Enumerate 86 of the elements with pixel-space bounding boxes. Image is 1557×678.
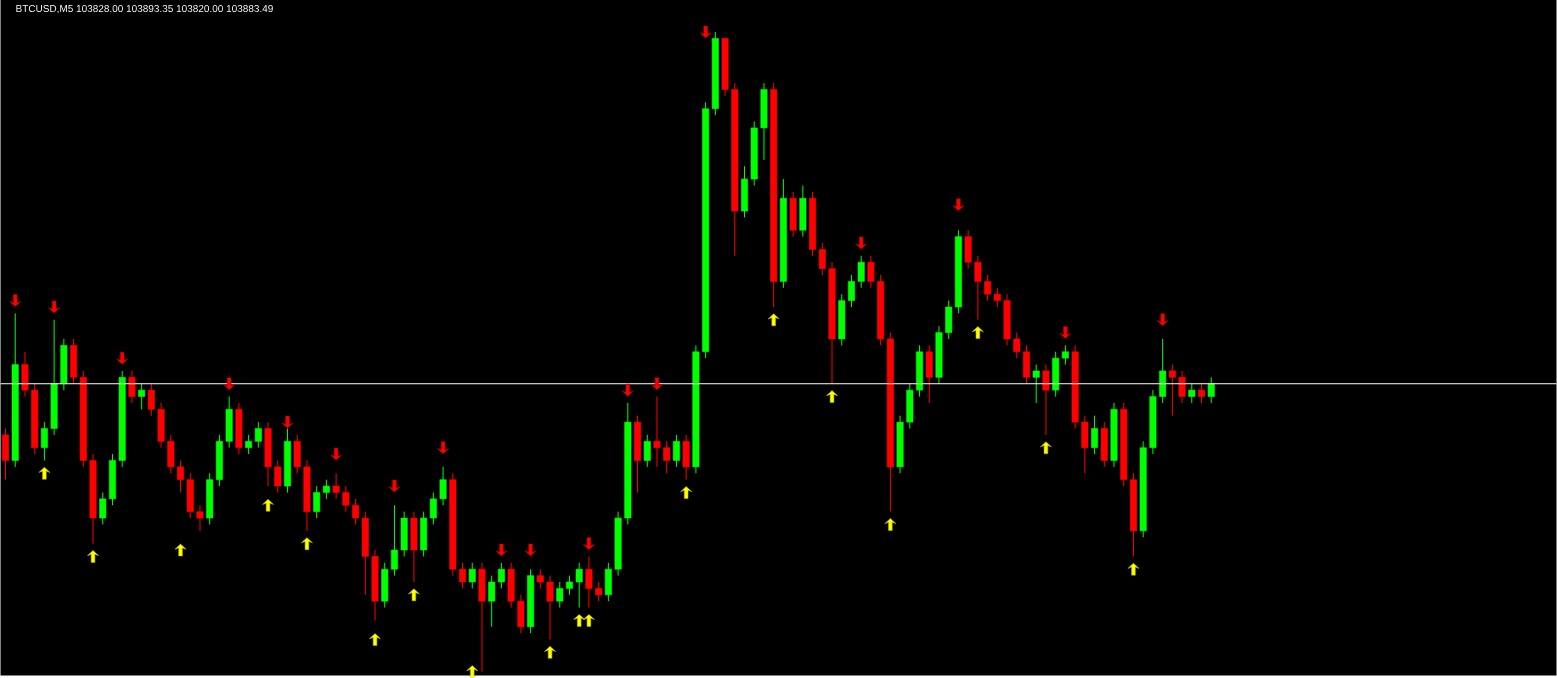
candlestick bbox=[1042, 364, 1050, 436]
candlestick bbox=[459, 562, 466, 590]
candlestick bbox=[488, 575, 496, 628]
point bbox=[437, 441, 449, 455]
candlestick bbox=[274, 460, 282, 494]
candlestick bbox=[974, 255, 982, 321]
candlestick bbox=[245, 434, 253, 455]
candlestick bbox=[40, 421, 48, 462]
candlestick bbox=[352, 498, 360, 526]
point bbox=[495, 543, 508, 557]
chart-title: BTCUSD,M5 103828.00 103893.35 103820.00 103883.49 bbox=[16, 5, 273, 14]
candlestick bbox=[556, 581, 564, 609]
point bbox=[38, 467, 51, 480]
point bbox=[116, 352, 129, 365]
candlestick bbox=[536, 568, 544, 590]
candlestick bbox=[1168, 364, 1176, 417]
candlestick bbox=[672, 434, 680, 468]
point bbox=[826, 390, 838, 404]
candlestick bbox=[147, 383, 155, 417]
point bbox=[699, 25, 712, 39]
candlestick bbox=[1032, 364, 1040, 404]
point bbox=[223, 377, 236, 391]
candlestick bbox=[196, 504, 204, 532]
point bbox=[524, 543, 537, 557]
point bbox=[388, 480, 401, 493]
point bbox=[680, 486, 693, 499]
point bbox=[1040, 441, 1052, 455]
candlestick bbox=[993, 287, 1001, 308]
point bbox=[651, 377, 663, 391]
candlestick bbox=[566, 575, 573, 596]
candlestick bbox=[322, 479, 330, 500]
candlestick bbox=[313, 485, 321, 519]
point bbox=[262, 499, 274, 512]
candlestick bbox=[254, 421, 262, 449]
candlestick bbox=[643, 434, 651, 468]
candlestick bbox=[1013, 332, 1021, 359]
point bbox=[621, 384, 634, 397]
candlestick bbox=[653, 396, 661, 468]
point bbox=[884, 518, 897, 531]
candlestick bbox=[1091, 415, 1099, 455]
point bbox=[174, 543, 187, 557]
point bbox=[9, 294, 22, 308]
candlestick bbox=[1198, 383, 1205, 404]
point bbox=[1127, 563, 1140, 576]
candlestick bbox=[429, 492, 437, 526]
candlestick bbox=[867, 255, 875, 289]
candlestick bbox=[332, 473, 340, 500]
point bbox=[369, 633, 381, 647]
point bbox=[544, 646, 556, 659]
candlestick bbox=[342, 485, 350, 513]
point bbox=[583, 614, 595, 627]
candlestick bbox=[857, 255, 865, 289]
candlestick bbox=[1188, 383, 1196, 404]
candlestick bbox=[439, 466, 447, 506]
candlestick bbox=[575, 562, 583, 609]
candlestick bbox=[546, 575, 554, 641]
candlestick bbox=[128, 370, 136, 404]
point bbox=[301, 537, 313, 551]
point bbox=[48, 300, 60, 314]
point bbox=[281, 416, 294, 429]
point bbox=[408, 588, 420, 602]
candlestick bbox=[595, 581, 603, 602]
candlestick bbox=[818, 242, 826, 276]
point bbox=[1059, 326, 1072, 340]
point bbox=[972, 326, 984, 340]
candlestick bbox=[1207, 377, 1215, 404]
candlestick bbox=[390, 504, 398, 577]
point bbox=[330, 448, 342, 461]
candlestick bbox=[468, 562, 476, 590]
point bbox=[87, 550, 99, 563]
candlestick bbox=[663, 441, 671, 474]
candlestick bbox=[847, 274, 855, 308]
point bbox=[573, 614, 586, 627]
candlestick bbox=[1061, 345, 1069, 366]
candlestick bbox=[1178, 370, 1186, 404]
point bbox=[583, 537, 595, 551]
point bbox=[855, 236, 868, 250]
candlestick bbox=[138, 383, 146, 411]
point bbox=[952, 198, 965, 212]
candlestick bbox=[984, 274, 992, 302]
candlestick bbox=[99, 492, 107, 526]
candlestick bbox=[177, 460, 185, 494]
candlestick bbox=[497, 562, 505, 590]
point bbox=[767, 313, 780, 327]
candlestick bbox=[585, 556, 593, 609]
point bbox=[1156, 313, 1169, 327]
